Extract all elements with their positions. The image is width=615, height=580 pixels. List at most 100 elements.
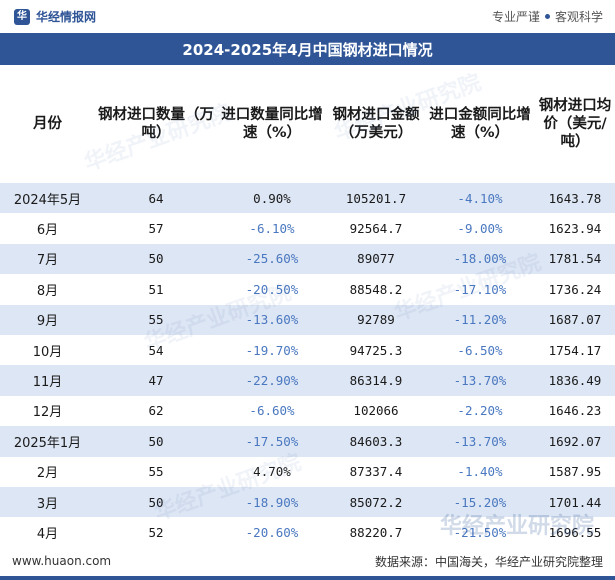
cell-price: 1736.24 (548, 281, 602, 297)
column-header-amount-yoy: 进口金额同比增速（%） (429, 107, 531, 141)
cell-amount: 105201.7 (345, 190, 407, 206)
footer-source: 数据来源：中国海关，华经产业研究院整理 (374, 554, 603, 569)
cell-amount-yoy: -4.10% (457, 190, 503, 206)
table-header: 月份 钢材进口数量（万吨） 进口数量同比增速（%） 钢材进口金额（万美元） 进口… (0, 65, 615, 183)
cell-month: 6月 (36, 223, 59, 239)
cell-price: 1646.23 (548, 403, 602, 419)
cell-amount: 85072.2 (349, 494, 403, 510)
cell-amount-yoy: -18.00% (453, 251, 507, 267)
cell-price: 1643.78 (548, 190, 602, 206)
cell-amount-yoy: -6.50% (457, 342, 503, 358)
cell-month: 4月 (36, 526, 59, 542)
cell-price: 1687.07 (548, 312, 602, 328)
bullet-dot-icon (544, 14, 550, 19)
slogan-left: 专业严谨 (491, 10, 540, 24)
cell-amount: 86314.9 (349, 373, 403, 389)
column-header-quantity: 钢材进口数量（万吨） (98, 107, 214, 141)
cell-quantity: 50 (148, 494, 164, 510)
cell-amount-yoy: -11.20% (453, 312, 507, 328)
table-row: 2月 55 4.70% 87337.4 -1.40% 1587.95 (0, 457, 615, 487)
table-row: 12月 62 -6.60% 102066 -2.20% 1646.23 (0, 396, 615, 426)
cell-quantity-yoy: -25.60% (245, 251, 299, 267)
cell-month: 11月 (32, 375, 63, 391)
cell-month: 2025年1月 (13, 435, 82, 451)
column-header-month: 月份 (33, 116, 62, 132)
cell-quantity-yoy: 4.70% (253, 464, 291, 480)
cell-amount: 88548.2 (349, 281, 403, 297)
cell-month: 7月 (36, 253, 59, 269)
cell-amount-yoy: -13.70% (453, 433, 507, 449)
column-header-amount: 钢材进口金额（万美元） (332, 107, 420, 141)
cell-amount-yoy: -15.20% (453, 494, 507, 510)
cell-quantity: 47 (148, 373, 164, 389)
cell-amount: 88220.7 (349, 524, 403, 540)
cell-quantity-yoy: -6.60% (249, 403, 295, 419)
cell-quantity-yoy: -19.70% (245, 342, 299, 358)
cell-quantity-yoy: -20.50% (245, 281, 299, 297)
cell-month: 9月 (36, 314, 59, 330)
footer-site-link[interactable]: www.huaon.com (12, 554, 112, 568)
cell-quantity: 55 (148, 464, 164, 480)
cell-quantity-yoy: -17.50% (245, 433, 299, 449)
cell-amount: 92564.7 (349, 221, 403, 237)
table-row: 8月 51 -20.50% 88548.2 -17.10% 1736.24 (0, 274, 615, 304)
table-row: 3月 50 -18.90% 85072.2 -15.20% 1701.44 (0, 486, 615, 518)
table-row: 10月 54 -19.70% 94725.3 -6.50% 1754.17 (0, 335, 615, 365)
table-title-text: 2024-2025年4月中国钢材进口情况 (182, 40, 433, 59)
brand[interactable]: 华 华经情报网 (14, 8, 96, 25)
cell-price: 1692.07 (548, 433, 602, 449)
cell-month: 2024年5月 (13, 192, 82, 208)
cell-price: 1836.49 (548, 373, 602, 389)
cell-amount-yoy: -1.40% (457, 464, 503, 480)
cell-quantity-yoy: -6.10% (249, 221, 295, 237)
table-row: 9月 55 -13.60% 92789 -11.20% 1687.07 (0, 304, 615, 335)
cell-price: 1623.94 (548, 221, 602, 237)
cell-quantity-yoy: -22.90% (245, 373, 299, 389)
table-row: 11月 47 -22.90% 86314.9 -13.70% 1836.49 (0, 365, 615, 396)
footer: www.huaon.com 数据来源：中国海关，华经产业研究院整理 (0, 548, 615, 574)
cell-price: 1701.44 (548, 494, 602, 510)
slogan-right: 客观科学 (554, 10, 603, 24)
cell-amount: 89077 (357, 251, 395, 267)
table-row: 2024年5月 64 0.90% 105201.7 -4.10% 1643.78 (0, 183, 615, 214)
cell-quantity: 50 (148, 433, 164, 449)
cell-quantity: 62 (148, 403, 164, 419)
column-header-price: 钢材进口均价（美元/吨） (538, 98, 612, 150)
cell-quantity-yoy: -13.60% (245, 312, 299, 328)
cell-price: 1696.55 (548, 524, 602, 540)
cell-amount-yoy: -17.10% (453, 281, 507, 297)
cell-month: 12月 (32, 405, 63, 421)
table-row: 7月 50 -25.60% 89077 -18.00% 1781.54 (0, 243, 615, 275)
slogan: 专业严谨 客观科学 (492, 8, 603, 25)
top-bar: 华 华经情报网 专业严谨 客观科学 (0, 0, 615, 33)
cell-amount-yoy: -21.50% (453, 524, 507, 540)
table-row: 6月 57 -6.10% 92564.7 -9.00% 1623.94 (0, 213, 615, 243)
cell-amount: 87337.4 (349, 464, 403, 480)
bottom-accent-bar (0, 576, 615, 580)
cell-amount-yoy: -2.20% (457, 403, 503, 419)
cell-quantity: 64 (148, 190, 164, 206)
table-row: 2025年1月 50 -17.50% 84603.3 -13.70% 1692.07 (0, 426, 615, 457)
column-header-quantity-yoy: 进口数量同比增速（%） (221, 107, 323, 141)
cell-amount: 102066 (353, 403, 399, 419)
cell-amount-yoy: -13.70% (453, 373, 507, 389)
cell-quantity: 54 (148, 342, 164, 358)
cell-price: 1587.95 (548, 464, 602, 480)
table-body: 2024年5月 64 0.90% 105201.7 -4.10% 1643.78 6月 57 -… (0, 183, 615, 548)
cell-month: 10月 (32, 344, 63, 360)
cell-quantity: 57 (148, 221, 164, 237)
cell-amount-yoy: -9.00% (457, 221, 503, 237)
table-title: 2024-2025年4月中国钢材进口情况 (0, 33, 615, 65)
cell-amount: 92789 (357, 312, 395, 328)
cell-quantity-yoy: -18.90% (245, 494, 299, 510)
cell-quantity: 55 (148, 312, 164, 328)
cell-month: 8月 (36, 283, 59, 299)
cell-month: 3月 (36, 496, 59, 512)
table-row: 4月 52 -20.60% 88220.7 -21.50% 1696.55 (0, 517, 615, 547)
cell-quantity-yoy: 0.90% (253, 190, 291, 206)
brand-name: 华经情报网 (36, 10, 97, 24)
huajing-logo-icon: 华 (14, 8, 30, 25)
cell-quantity: 51 (148, 281, 164, 297)
cell-amount: 94725.3 (349, 342, 403, 358)
cell-quantity-yoy: -20.60% (245, 524, 299, 540)
